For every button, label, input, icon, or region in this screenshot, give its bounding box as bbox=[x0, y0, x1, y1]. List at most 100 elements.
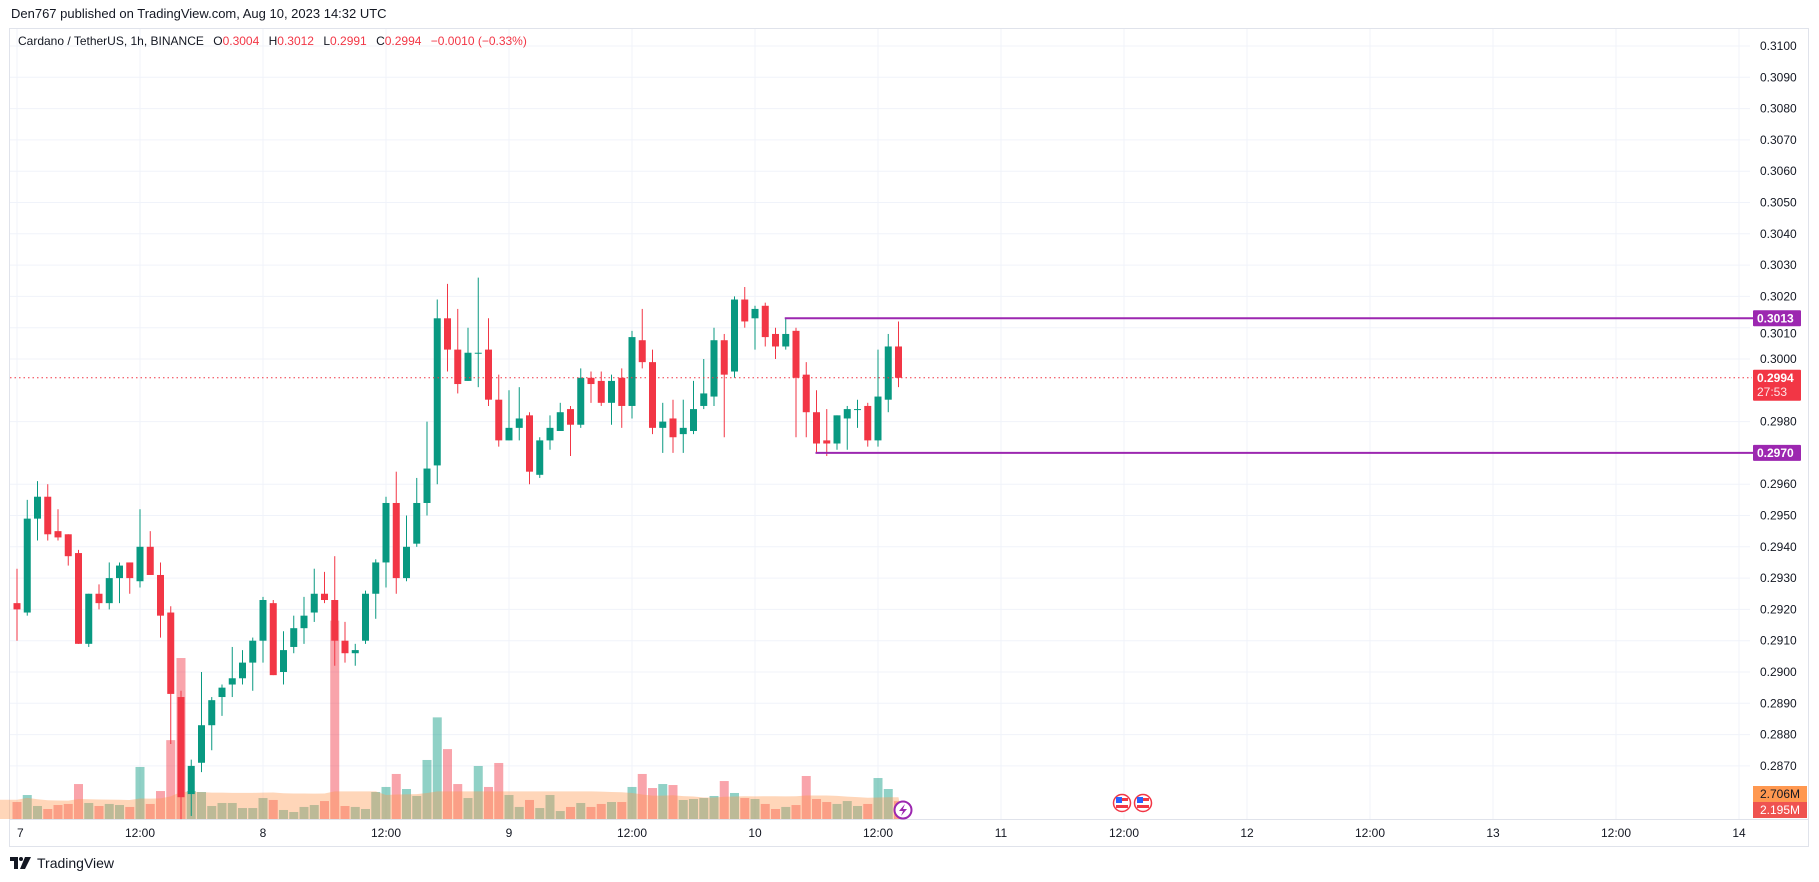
candle-up[interactable] bbox=[433, 318, 441, 466]
candle-up[interactable] bbox=[116, 565, 123, 579]
candle-up[interactable] bbox=[474, 352, 482, 354]
candle-up[interactable] bbox=[300, 615, 308, 629]
candle-up[interactable] bbox=[85, 593, 93, 644]
us-flag-icon[interactable] bbox=[1112, 793, 1132, 813]
candle-up[interactable] bbox=[700, 393, 708, 406]
candle-down[interactable] bbox=[495, 399, 503, 441]
candle-up[interactable] bbox=[423, 468, 431, 503]
candle-down[interactable] bbox=[341, 640, 349, 654]
candle-down[interactable] bbox=[526, 415, 533, 472]
candle-up[interactable] bbox=[659, 421, 667, 428]
us-flag-icon[interactable] bbox=[1133, 793, 1153, 813]
candle-down[interactable] bbox=[813, 412, 820, 444]
candle-down[interactable] bbox=[741, 299, 749, 322]
candle-up[interactable] bbox=[782, 333, 790, 347]
candle-up[interactable] bbox=[751, 308, 759, 319]
candle-down[interactable] bbox=[177, 697, 185, 798]
candle-up[interactable] bbox=[280, 650, 287, 672]
candle-up[interactable] bbox=[731, 299, 738, 372]
candle-up[interactable] bbox=[290, 628, 298, 647]
volume-bar bbox=[145, 803, 155, 819]
candle-down[interactable] bbox=[167, 612, 175, 694]
candle-down[interactable] bbox=[761, 305, 769, 338]
candle-down[interactable] bbox=[321, 593, 328, 601]
candle-up[interactable] bbox=[628, 337, 636, 406]
candle-down[interactable] bbox=[895, 346, 902, 378]
candle-down[interactable] bbox=[587, 377, 595, 385]
candle-up[interactable] bbox=[23, 518, 31, 613]
level-price-badge bbox=[1753, 310, 1801, 327]
volume-bar bbox=[391, 773, 401, 819]
candle-down[interactable] bbox=[638, 340, 646, 363]
candle-up[interactable] bbox=[372, 562, 380, 594]
candle-up[interactable] bbox=[874, 396, 882, 441]
candle-down[interactable] bbox=[792, 330, 800, 378]
candle-down[interactable] bbox=[485, 349, 492, 400]
candle-down[interactable] bbox=[823, 440, 831, 444]
candle-up[interactable] bbox=[228, 678, 236, 685]
candle-up[interactable] bbox=[505, 427, 513, 441]
candle-up[interactable] bbox=[187, 765, 195, 795]
candle-up[interactable] bbox=[843, 409, 851, 419]
candle-up[interactable] bbox=[413, 502, 421, 544]
lightning-icon[interactable] bbox=[893, 800, 913, 820]
candle-up[interactable] bbox=[136, 546, 144, 582]
candle-up[interactable] bbox=[464, 352, 472, 381]
candle-down[interactable] bbox=[126, 562, 134, 579]
volume-bar bbox=[842, 801, 852, 819]
candle-down[interactable] bbox=[13, 603, 21, 610]
candle-up[interactable] bbox=[710, 340, 718, 397]
candle-up[interactable] bbox=[239, 662, 246, 679]
symbol-title[interactable]: Cardano / TetherUS, 1h, BINANCE bbox=[18, 34, 204, 48]
candle-up[interactable] bbox=[362, 593, 369, 641]
candle-down[interactable] bbox=[567, 409, 574, 425]
candle-up[interactable] bbox=[105, 578, 113, 604]
candle-down[interactable] bbox=[157, 574, 164, 616]
candle-up[interactable] bbox=[690, 409, 697, 431]
candle-up[interactable] bbox=[884, 346, 892, 400]
candle-down[interactable] bbox=[75, 553, 82, 644]
candle-down[interactable] bbox=[392, 502, 400, 579]
candle-up[interactable] bbox=[679, 427, 687, 435]
candle-down[interactable] bbox=[454, 349, 462, 385]
candle-down[interactable] bbox=[146, 546, 154, 575]
candle-down[interactable] bbox=[444, 318, 451, 350]
volume-bar bbox=[63, 803, 73, 819]
candle-up[interactable] bbox=[546, 427, 554, 441]
candle-down[interactable] bbox=[772, 333, 779, 347]
candle-up[interactable] bbox=[351, 650, 359, 654]
candle-up[interactable] bbox=[515, 418, 523, 428]
candle-up[interactable] bbox=[208, 700, 216, 726]
candle-down[interactable] bbox=[597, 380, 605, 403]
candle-down[interactable] bbox=[269, 603, 277, 676]
candle-up[interactable] bbox=[854, 409, 861, 411]
candle-down[interactable] bbox=[64, 534, 72, 557]
candle-down[interactable] bbox=[864, 405, 872, 441]
candle-up[interactable] bbox=[382, 502, 390, 563]
candle-up[interactable] bbox=[556, 412, 564, 431]
candle-up[interactable] bbox=[259, 600, 267, 641]
candle-up[interactable] bbox=[536, 440, 544, 475]
candle-down[interactable] bbox=[331, 600, 339, 641]
candle-up[interactable] bbox=[198, 725, 205, 763]
candle-down[interactable] bbox=[44, 496, 52, 535]
candle-up[interactable] bbox=[310, 593, 318, 613]
candle-up[interactable] bbox=[249, 640, 257, 663]
candle-up[interactable] bbox=[218, 687, 226, 698]
tradingview-logo[interactable]: TradingView bbox=[10, 855, 114, 871]
candle-down[interactable] bbox=[669, 418, 677, 438]
candle-down[interactable] bbox=[649, 362, 656, 428]
candle-down[interactable] bbox=[802, 374, 810, 413]
candle-down[interactable] bbox=[54, 531, 62, 538]
candle-up[interactable] bbox=[608, 380, 615, 403]
candle-up[interactable] bbox=[403, 546, 410, 579]
candle-down[interactable] bbox=[618, 377, 626, 406]
volume-bar bbox=[135, 766, 145, 819]
volume-bar bbox=[494, 762, 504, 819]
candle-up[interactable] bbox=[577, 377, 585, 425]
candle-up[interactable] bbox=[833, 415, 841, 444]
candle-up[interactable] bbox=[34, 496, 41, 519]
candle-down[interactable] bbox=[720, 340, 728, 375]
candle-down[interactable] bbox=[95, 593, 103, 604]
